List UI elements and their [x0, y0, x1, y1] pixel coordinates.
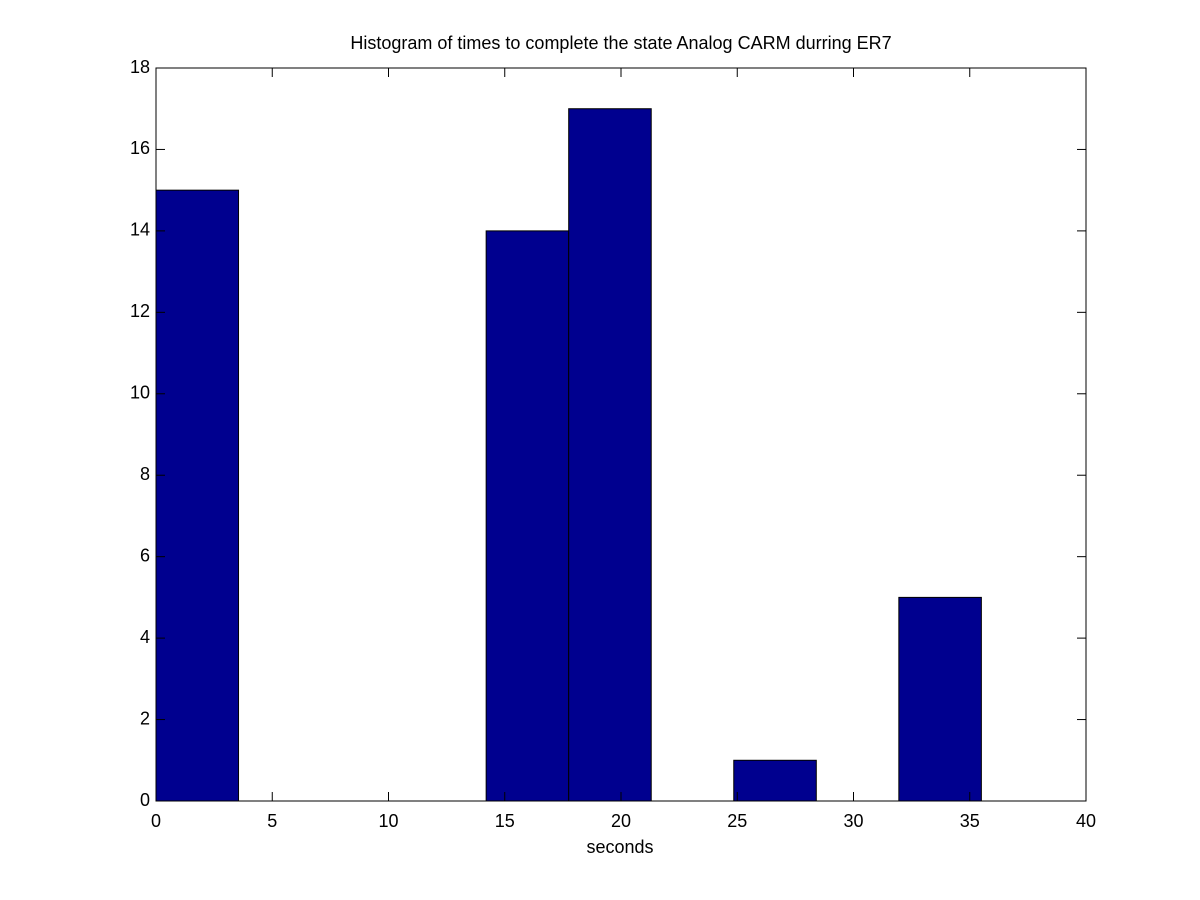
y-tick-label: 0: [140, 790, 150, 810]
x-tick-label: 15: [495, 811, 515, 831]
y-tick-label: 8: [140, 464, 150, 484]
x-tick-label: 30: [843, 811, 863, 831]
y-tick-label: 12: [130, 301, 150, 321]
y-tick-label: 2: [140, 708, 150, 728]
y-tick-label: 14: [130, 220, 150, 240]
x-tick-label: 0: [151, 811, 161, 831]
x-tick-label: 10: [378, 811, 398, 831]
x-tick-label: 35: [960, 811, 980, 831]
bar: [155, 189, 240, 802]
y-tick-label: 10: [130, 383, 150, 403]
y-tick-label: 4: [140, 627, 150, 647]
bar: [898, 596, 982, 802]
x-tick-label: 25: [727, 811, 747, 831]
y-tick-label: 16: [130, 138, 150, 158]
chart-title: Histogram of times to complete the state…: [350, 33, 891, 53]
bar: [568, 108, 652, 802]
bar: [733, 759, 817, 802]
x-axis-label: seconds: [586, 837, 653, 857]
y-tick-label: 6: [140, 545, 150, 565]
y-tick-label: 18: [130, 57, 150, 77]
bar: [485, 230, 570, 802]
x-tick-label: 20: [611, 811, 631, 831]
x-tick-label: 5: [267, 811, 277, 831]
x-tick-label: 40: [1076, 811, 1096, 831]
